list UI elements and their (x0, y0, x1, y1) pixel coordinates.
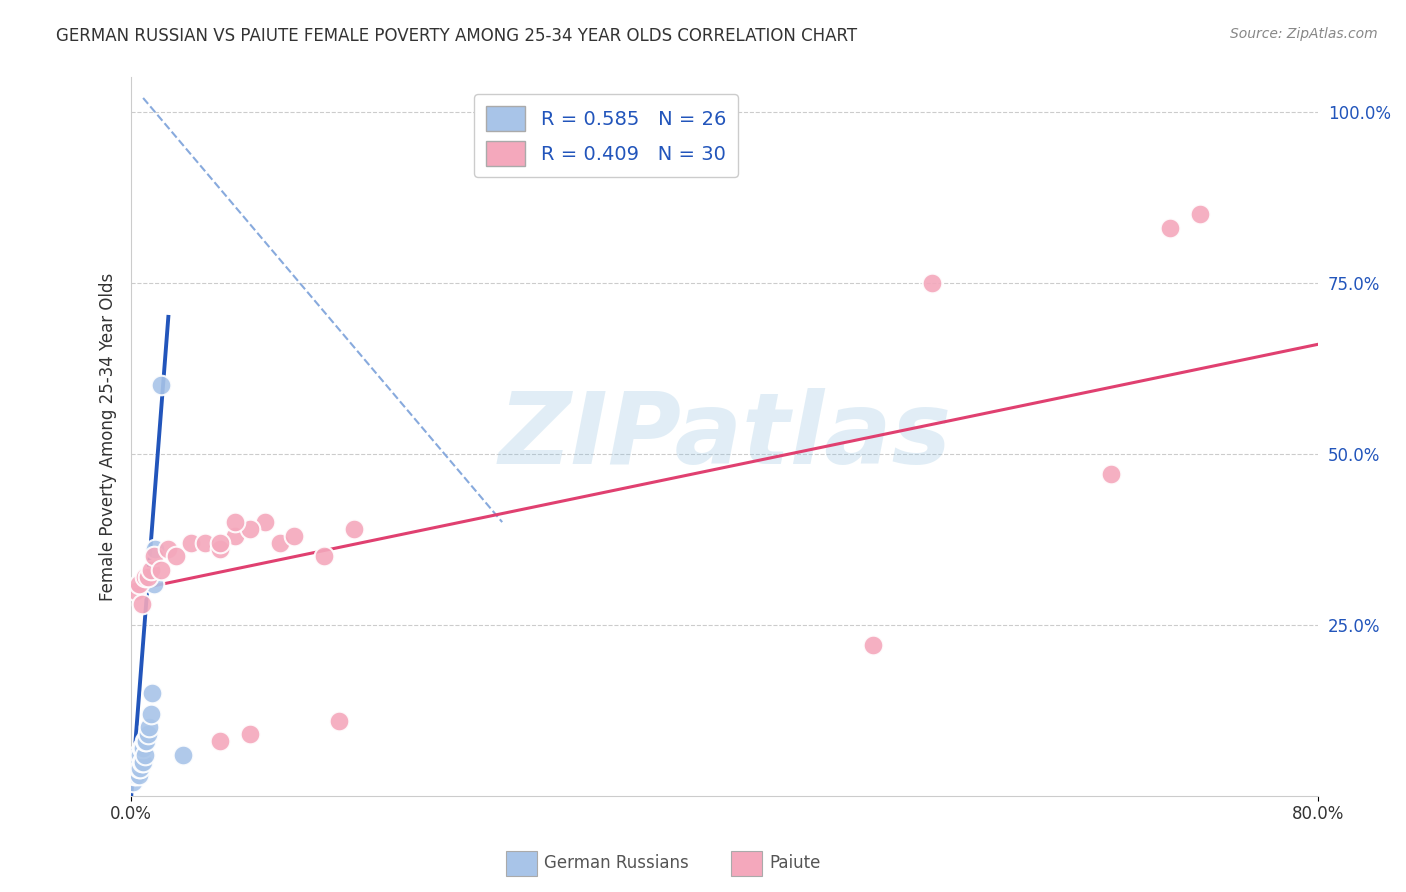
Point (127, 747, 149, 762)
Point (131, 597, 153, 611)
Point (209, 734, 232, 748)
Text: ZIPatlas: ZIPatlas (498, 388, 952, 485)
Point (149, 378, 172, 392)
Point (125, 768, 148, 782)
Point (134, 747, 156, 762)
Point (128, 768, 150, 782)
Text: GERMAN RUSSIAN VS PAIUTE FEMALE POVERTY AMONG 25-34 YEAR OLDS CORRELATION CHART: GERMAN RUSSIAN VS PAIUTE FEMALE POVERTY … (56, 27, 858, 45)
Point (142, 549, 165, 564)
Point (138, 720, 160, 734)
Point (129, 761, 152, 775)
Point (239, 727, 262, 741)
Point (172, 747, 194, 762)
Point (283, 529, 305, 543)
Point (125, 755, 148, 769)
Point (921, 276, 943, 290)
Point (136, 727, 159, 741)
Point (143, 542, 166, 557)
Point (1159, 221, 1181, 235)
Point (253, 515, 276, 529)
Point (125, 583, 148, 598)
Point (314, 549, 336, 564)
Point (128, 576, 150, 591)
Point (209, 542, 232, 557)
Point (139, 706, 162, 721)
Text: German Russians: German Russians (544, 855, 689, 872)
Text: Paiute: Paiute (769, 855, 821, 872)
Point (194, 535, 217, 549)
Point (134, 734, 156, 748)
Point (135, 734, 157, 748)
Point (862, 638, 884, 652)
Point (122, 768, 145, 782)
Point (128, 755, 150, 769)
Point (328, 714, 350, 728)
Point (224, 515, 246, 529)
Point (209, 535, 232, 549)
Point (132, 755, 155, 769)
Y-axis label: Female Poverty Among 25-34 Year Olds: Female Poverty Among 25-34 Year Olds (100, 272, 117, 600)
Point (224, 529, 246, 543)
Point (134, 570, 156, 584)
Point (131, 755, 153, 769)
Point (343, 522, 366, 536)
Point (136, 570, 159, 584)
Point (269, 535, 291, 549)
Legend: R = 0.585   N = 26, R = 0.409   N = 30: R = 0.585 N = 26, R = 0.409 N = 30 (474, 95, 738, 178)
Point (142, 576, 165, 591)
Point (149, 563, 172, 577)
Point (121, 775, 143, 789)
Text: Source: ZipAtlas.com: Source: ZipAtlas.com (1230, 27, 1378, 41)
Point (141, 686, 163, 700)
Point (132, 740, 155, 755)
Point (180, 535, 202, 549)
Point (139, 563, 162, 577)
Point (239, 522, 262, 536)
Point (129, 747, 152, 762)
Point (131, 740, 153, 755)
Point (127, 761, 149, 775)
Point (128, 761, 150, 775)
Point (1099, 467, 1122, 482)
Point (165, 549, 187, 564)
Point (1188, 207, 1211, 221)
Point (157, 542, 180, 557)
